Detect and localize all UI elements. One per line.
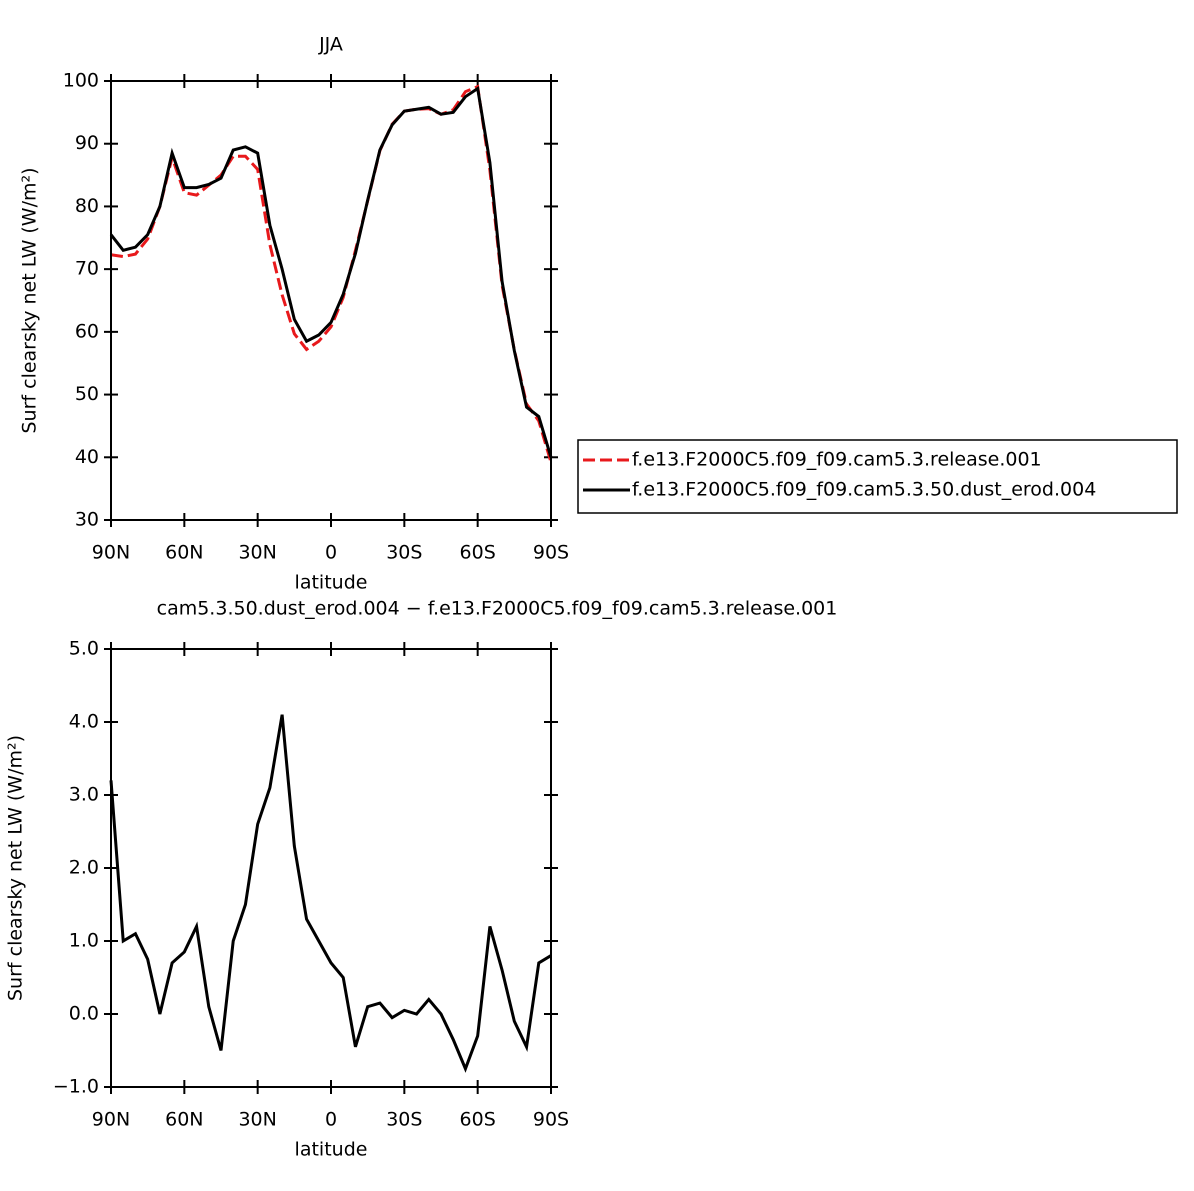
x-tick-label: 90S [533,1109,569,1131]
legend-label: f.e13.F2000C5.f09_f09.cam5.3.release.001 [632,449,1042,471]
x-tick-label: 60S [460,1109,496,1131]
legend-label: f.e13.F2000C5.f09_f09.cam5.3.50.dust_ero… [632,479,1096,501]
y-tick-label: 5.0 [69,638,99,660]
y-axis-label: Surf clearsky net LW (W/m²) [5,735,27,1001]
y-tick-label: 50 [75,383,99,405]
legend-box [577,439,1178,514]
x-tick-label: 90N [92,1109,130,1131]
chart-title: cam5.3.50.dust_erod.004 − f.e13.F2000C5.… [157,598,838,620]
y-axis-label: Surf clearsky net LW (W/m²) [19,167,41,433]
y-tick-label: 4.0 [69,711,99,733]
y-tick-label: 70 [75,258,99,280]
y-tick-label: −1.0 [53,1076,99,1098]
x-tick-label: 60N [165,1109,203,1131]
x-tick-label: 30N [238,1109,276,1131]
y-tick-label: 40 [75,446,99,468]
x-tick-label: 0 [325,1109,337,1131]
y-tick-label: 1.0 [69,930,99,952]
y-tick-label: 80 [75,195,99,217]
x-tick-label: 30N [238,542,276,564]
chart-title: JJA [318,34,343,56]
y-tick-label: 2.0 [69,857,99,879]
plot-frame [110,648,552,1088]
y-tick-label: 100 [63,70,99,92]
x-tick-label: 60S [460,542,496,564]
data-line [109,85,553,458]
x-tick-label: 0 [325,542,337,564]
x-tick-label: 90N [92,542,130,564]
data-line [109,714,552,1073]
x-tick-label: 30S [386,1109,422,1131]
y-tick-label: 3.0 [69,784,99,806]
y-tick-label: 0.0 [69,1003,99,1025]
data-line [110,84,553,463]
plot-frame [110,80,552,521]
x-tick-label: 90S [533,542,569,564]
x-axis-label: latitude [295,1139,368,1161]
y-tick-label: 90 [75,132,99,154]
y-tick-label: 30 [75,509,99,531]
x-tick-label: 30S [386,542,422,564]
y-tick-label: 60 [75,320,99,342]
x-tick-label: 60N [165,542,203,564]
x-axis-label: latitude [295,572,368,594]
